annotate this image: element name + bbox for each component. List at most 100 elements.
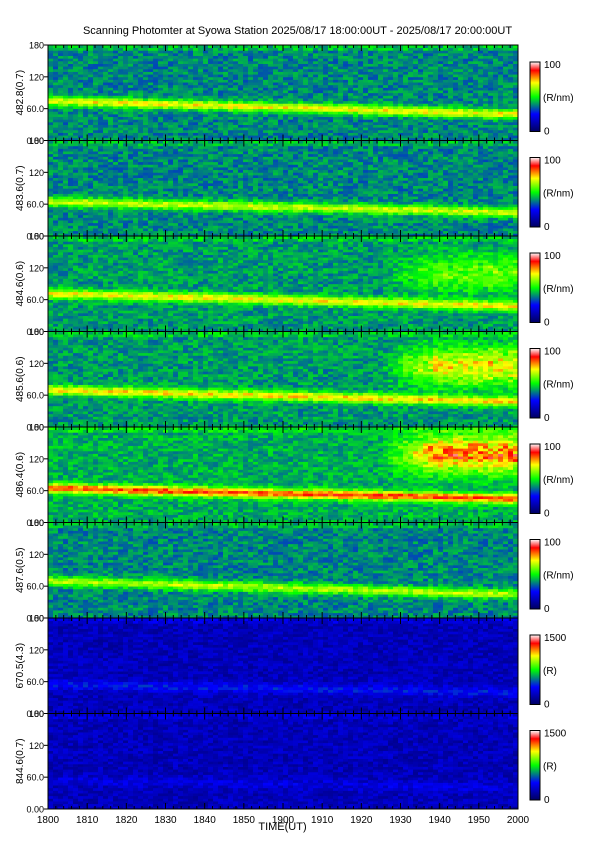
heatmap-cell — [268, 64, 273, 67]
heatmap-cell — [93, 223, 98, 226]
heatmap-cell — [178, 58, 183, 61]
heatmap-cell — [203, 228, 208, 231]
heatmap-cell — [358, 87, 363, 90]
heatmap-cell — [333, 103, 338, 106]
heatmap-cell — [178, 93, 183, 96]
heatmap-cell — [458, 82, 463, 85]
heatmap-cell — [328, 48, 333, 51]
heatmap-cell — [403, 95, 408, 98]
heatmap-cell — [213, 191, 218, 194]
heatmap-cell — [433, 103, 438, 106]
heatmap-cell — [503, 135, 508, 138]
heatmap-cell — [423, 109, 428, 112]
heatmap-cell — [143, 111, 148, 114]
heatmap-cell — [403, 111, 408, 114]
heatmap-cell — [118, 106, 123, 109]
heatmap-cell — [203, 98, 208, 101]
heatmap-cell — [58, 231, 63, 234]
heatmap-cell — [448, 77, 453, 80]
heatmap-cell — [58, 114, 63, 117]
heatmap-cell — [423, 69, 428, 72]
heatmap-cell — [243, 87, 248, 90]
heatmap-cell — [488, 127, 493, 130]
heatmap-cell — [143, 66, 148, 69]
heatmap-cell — [428, 74, 433, 77]
heatmap-cell — [68, 133, 73, 136]
heatmap-cell — [238, 191, 243, 194]
heatmap-cell — [383, 53, 388, 56]
heatmap-cell — [48, 159, 53, 162]
heatmap-cell — [313, 93, 318, 96]
heatmap-cell — [403, 61, 408, 64]
heatmap-cell — [83, 175, 88, 178]
heatmap-cell — [58, 98, 63, 101]
heatmap-cell — [93, 212, 98, 215]
heatmap-cell — [248, 194, 253, 197]
heatmap-cell — [68, 56, 73, 59]
heatmap-cell — [298, 122, 303, 125]
heatmap-cell — [138, 103, 143, 106]
heatmap-cell — [333, 82, 338, 85]
heatmap-cell — [238, 53, 243, 56]
heatmap-cell — [288, 101, 293, 104]
heatmap-cell — [308, 103, 313, 106]
heatmap-cell — [53, 178, 58, 181]
heatmap-cell — [138, 188, 143, 191]
heatmap-cell — [78, 162, 83, 165]
heatmap-cell — [98, 191, 103, 194]
heatmap-cell — [353, 79, 358, 82]
heatmap-cell — [233, 178, 238, 181]
heatmap-cell — [68, 106, 73, 109]
heatmap-cell — [88, 204, 93, 207]
heatmap-cell — [228, 223, 233, 226]
heatmap-cell — [118, 167, 123, 170]
heatmap-cell — [238, 228, 243, 231]
heatmap-cell — [343, 95, 348, 98]
heatmap-cell — [418, 109, 423, 112]
heatmap-cell — [88, 93, 93, 96]
heatmap-cell — [393, 101, 398, 104]
heatmap-cell — [153, 125, 158, 128]
heatmap-cell — [48, 231, 53, 234]
heatmap-cell — [328, 69, 333, 72]
heatmap-cell — [378, 95, 383, 98]
heatmap-cell — [98, 111, 103, 114]
heatmap-cell — [363, 48, 368, 51]
heatmap-cell — [323, 56, 328, 59]
heatmap-cell — [328, 93, 333, 96]
heatmap-cell — [118, 191, 123, 194]
heatmap-cell — [208, 212, 213, 215]
heatmap-cell — [203, 61, 208, 64]
heatmap-cell — [323, 101, 328, 104]
heatmap-cell — [478, 64, 483, 67]
heatmap-cell — [88, 175, 93, 178]
heatmap-cell — [308, 64, 313, 67]
heatmap-cell — [158, 48, 163, 51]
heatmap-cell — [88, 114, 93, 117]
heatmap-cell — [98, 223, 103, 226]
heatmap-cell — [338, 130, 343, 133]
heatmap-cell — [308, 95, 313, 98]
heatmap-cell — [353, 50, 358, 53]
heatmap-cell — [338, 95, 343, 98]
heatmap-cell — [98, 225, 103, 228]
heatmap-cell — [408, 90, 413, 93]
heatmap-cell — [178, 53, 183, 56]
heatmap-cell — [83, 204, 88, 207]
heatmap-cell — [443, 48, 448, 51]
heatmap-cell — [358, 106, 363, 109]
heatmap-cell — [453, 114, 458, 117]
heatmap-cell — [338, 90, 343, 93]
heatmap-cell — [138, 202, 143, 205]
heatmap-cell — [158, 223, 163, 226]
heatmap-cell — [423, 82, 428, 85]
heatmap-cell — [103, 170, 108, 173]
heatmap-cell — [133, 172, 138, 175]
heatmap-cell — [103, 148, 108, 151]
heatmap-cell — [408, 95, 413, 98]
heatmap-cell — [183, 106, 188, 109]
heatmap-cell — [223, 74, 228, 77]
heatmap-cell — [433, 114, 438, 117]
heatmap-cell — [208, 164, 213, 167]
heatmap-cell — [143, 215, 148, 218]
